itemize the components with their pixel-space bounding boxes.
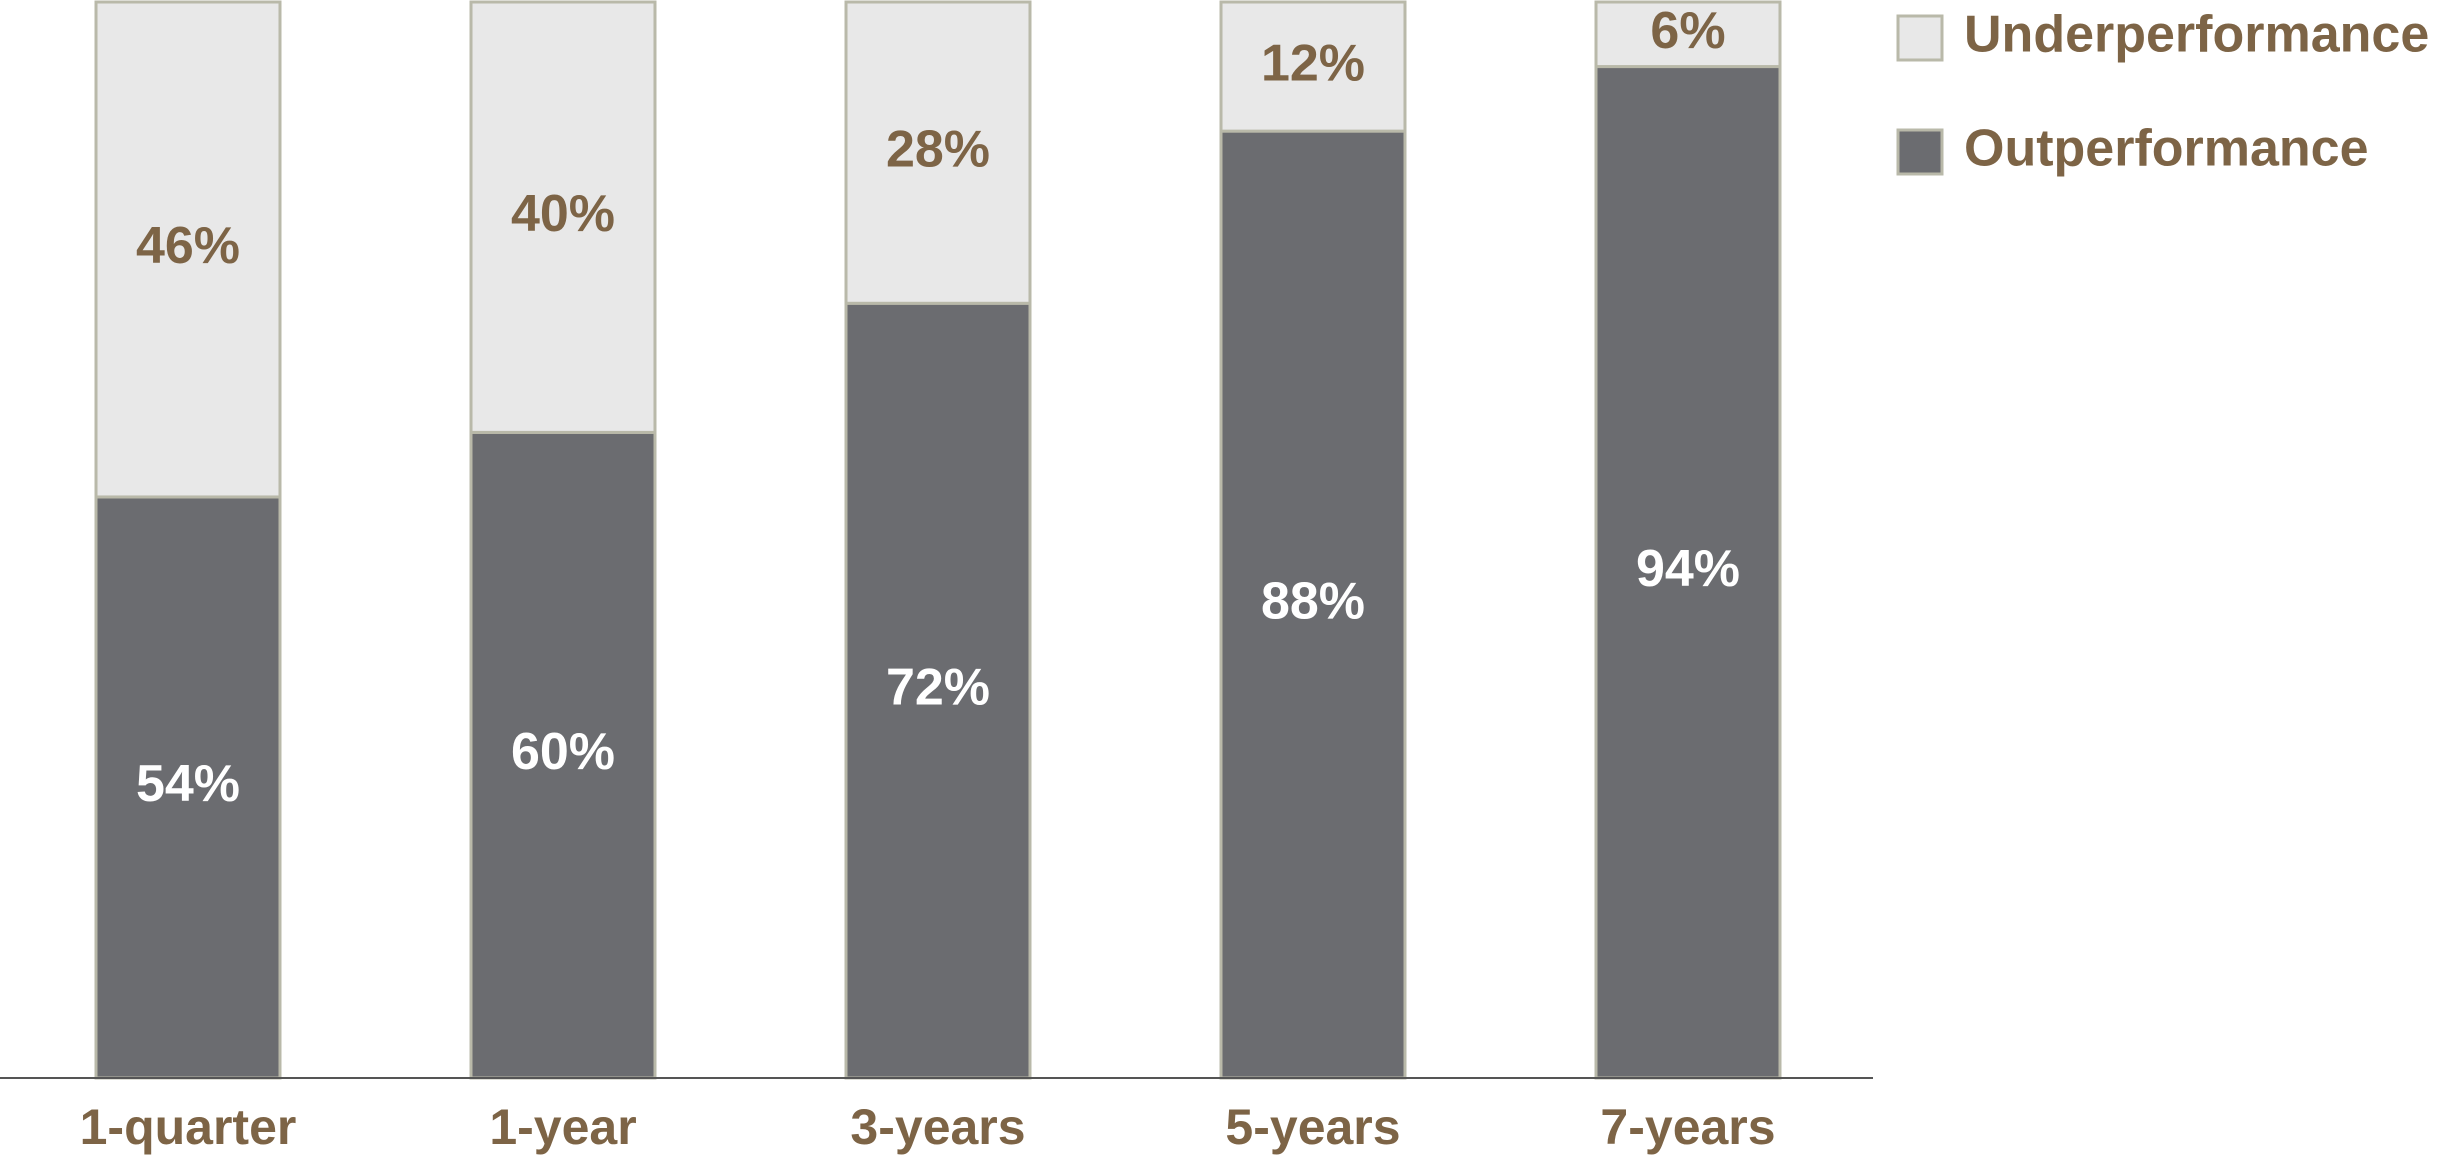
x-tick-label: 3-years <box>850 1099 1025 1155</box>
x-tick-label: 1-year <box>489 1099 636 1155</box>
bar-segment <box>1219 0 1407 133</box>
bar-segment <box>844 301 1032 1080</box>
legend-label: Outperformance <box>1964 120 2369 178</box>
data-label: 40% <box>511 185 615 243</box>
data-label: 54% <box>136 755 240 813</box>
x-tick-label: 5-years <box>1225 1099 1400 1155</box>
legend-swatch <box>1896 14 1944 62</box>
data-label: 60% <box>511 723 615 781</box>
legend-label: Underperformance <box>1964 6 2429 64</box>
data-label: 28% <box>886 120 990 178</box>
data-label: 94% <box>1636 540 1740 598</box>
data-label: 88% <box>1261 572 1365 630</box>
bar-segment <box>844 0 1032 305</box>
bar-segment <box>469 0 657 434</box>
bar-segment <box>94 0 282 499</box>
data-label: 6% <box>1650 2 1725 60</box>
bar-segment <box>94 495 282 1080</box>
bar-segment <box>1594 0 1782 69</box>
legend-swatch <box>1896 128 1944 176</box>
data-label: 46% <box>136 217 240 275</box>
x-tick-label: 1-quarter <box>80 1099 297 1155</box>
x-tick-label: 7-years <box>1600 1099 1775 1155</box>
data-label: 72% <box>886 658 990 716</box>
data-label: 12% <box>1261 34 1365 92</box>
